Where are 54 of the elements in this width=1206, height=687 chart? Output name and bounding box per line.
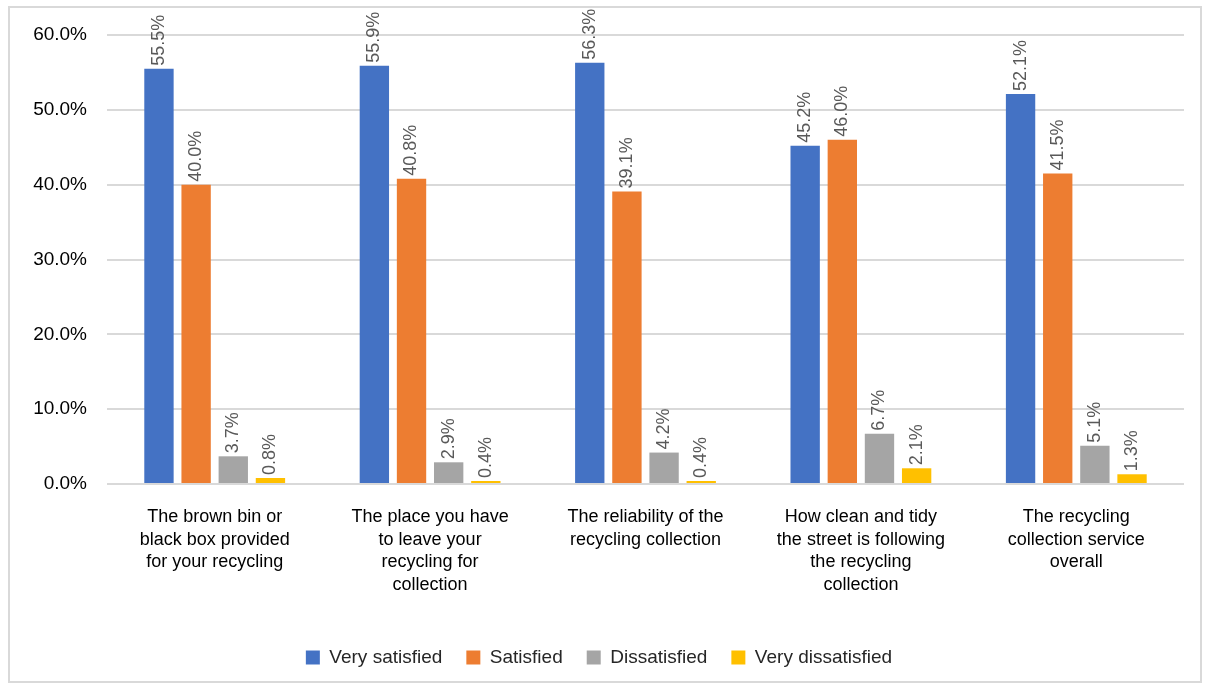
legend-label: Dissatisfied — [610, 645, 708, 667]
legend-label: Very satisfied — [329, 645, 443, 667]
bar — [1005, 94, 1036, 483]
data-label: 3.7% — [222, 412, 243, 454]
bar — [790, 145, 820, 483]
x-tick-label: The place you have to leave your recycling for collection — [351, 506, 509, 594]
data-label: 46.0% — [831, 85, 852, 137]
bar — [1043, 173, 1073, 483]
legend-label: Very dissatisfied — [754, 645, 893, 667]
bar — [181, 184, 211, 483]
bar — [612, 191, 642, 483]
bar — [575, 62, 605, 483]
y-tick-label: 50.0% — [33, 98, 88, 120]
data-label: 41.5% — [1046, 119, 1067, 171]
bar — [1080, 445, 1110, 483]
data-label: 0.4% — [474, 436, 495, 479]
bar — [901, 468, 932, 483]
bar — [396, 178, 427, 483]
x-tick-label: The reliability of the recycling collection — [567, 506, 724, 549]
bar — [218, 456, 248, 483]
data-label: 56.3% — [578, 8, 599, 60]
bar — [1117, 474, 1147, 483]
y-tick-label: 30.0% — [33, 247, 88, 269]
data-label: 6.7% — [868, 389, 889, 431]
data-label: 52.1% — [1009, 40, 1030, 92]
x-tick-label: How clean and tidy the street is following the recycling collection — [776, 506, 945, 594]
data-label: 55.9% — [363, 11, 384, 63]
data-label: 4.2% — [653, 408, 674, 450]
y-tick-label: 40.0% — [33, 172, 88, 194]
data-label: 0.8% — [259, 433, 280, 476]
bar — [864, 433, 895, 483]
x-tick-label: The recycling collection service overall — [1007, 506, 1145, 572]
data-label: 2.1% — [905, 424, 926, 466]
data-label: 1.3% — [1121, 430, 1141, 472]
bar — [649, 452, 679, 483]
bar — [359, 65, 390, 483]
data-label: 55.5% — [147, 14, 168, 66]
data-label: 2.9% — [437, 418, 458, 460]
y-tick-label: 60.0% — [33, 23, 88, 45]
x-tick-label: The brown bin or black box provided for your recycling — [139, 506, 290, 572]
data-label: 40.8% — [400, 124, 421, 176]
y-tick-label: 20.0% — [33, 322, 88, 344]
data-label: 45.2% — [794, 91, 815, 143]
y-tick-label: 10.0% — [33, 397, 88, 419]
bar — [255, 478, 286, 483]
data-label: 40.0% — [185, 130, 206, 182]
data-label: 39.1% — [615, 137, 636, 189]
bar — [434, 462, 464, 483]
y-tick-label: 0.0% — [43, 472, 88, 494]
bar — [827, 139, 857, 483]
data-label: 0.4% — [690, 436, 711, 479]
bar — [144, 68, 174, 483]
data-label: 5.1% — [1083, 401, 1104, 443]
legend-label: Satisfied — [489, 645, 563, 667]
